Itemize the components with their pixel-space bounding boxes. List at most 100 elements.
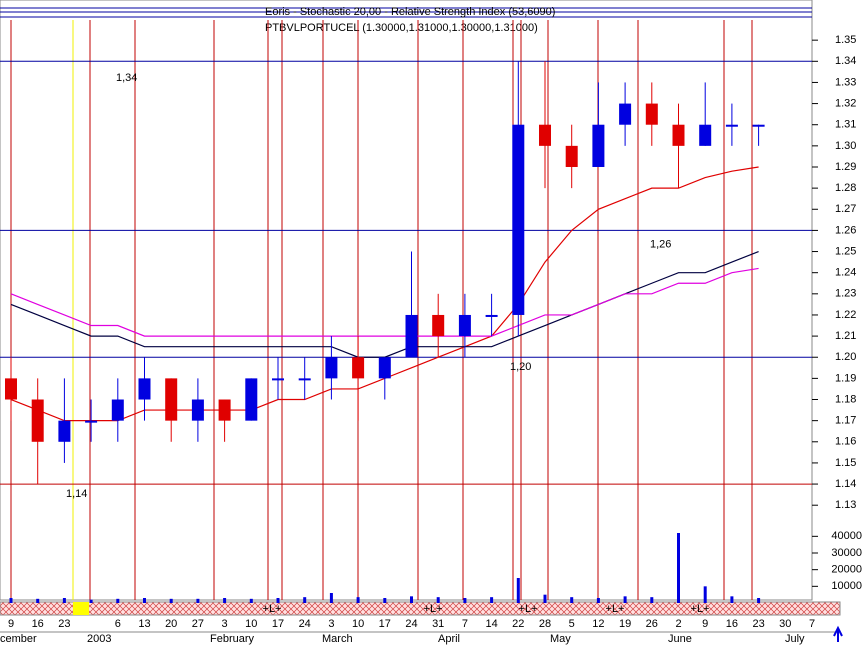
body xyxy=(272,378,284,381)
y-tick-label: 1.28 xyxy=(835,182,856,194)
body xyxy=(699,124,712,146)
volume-bar xyxy=(596,598,600,603)
body xyxy=(672,124,685,146)
x-tick-label: 30 xyxy=(779,618,791,630)
y-tick-label: 1.26 xyxy=(835,224,856,236)
body xyxy=(111,399,124,421)
x-tick-label: 31 xyxy=(432,618,444,630)
x-tick-label: 10 xyxy=(352,618,364,630)
y-tick-label: 1.33 xyxy=(835,76,856,88)
y-tick-label: 1.21 xyxy=(835,330,856,342)
x-tick-label: 17 xyxy=(272,618,284,630)
body xyxy=(405,314,418,358)
y-tick-label: 1.24 xyxy=(835,267,856,279)
y-tick-label: 1.13 xyxy=(835,499,856,511)
volume-bar xyxy=(356,597,360,603)
body xyxy=(352,357,365,379)
body xyxy=(432,314,445,337)
x-tick-label: 27 xyxy=(192,618,204,630)
v-tick-label: 30000 xyxy=(831,547,862,559)
x-tick-label: 28 xyxy=(539,618,551,630)
month-label: April xyxy=(438,633,460,645)
y-tick-label: 1.32 xyxy=(835,97,856,109)
x-tick-label: 24 xyxy=(299,618,311,630)
volume-bar xyxy=(650,597,654,603)
x-tick-label: 16 xyxy=(726,618,738,630)
symbol-label: PTBVLPORTUCEL (1.30000,1.31000,1.30000,1… xyxy=(265,22,538,34)
y-tick-label: 1.35 xyxy=(835,34,856,46)
x-tick-label: 9 xyxy=(8,618,14,630)
x-tick-label: 23 xyxy=(58,618,70,630)
volume-bar xyxy=(730,596,734,603)
month-label: May xyxy=(550,633,571,645)
v-tick-label: 40000 xyxy=(831,530,862,542)
body xyxy=(325,357,338,379)
body xyxy=(458,314,471,337)
x-tick-label: 13 xyxy=(138,618,150,630)
x-tick-label: 2 xyxy=(675,618,681,630)
v-tick-label: 10000 xyxy=(831,580,862,592)
volume-bar xyxy=(570,597,574,603)
x-tick-label: 16 xyxy=(32,618,44,630)
volume-bar xyxy=(703,586,707,603)
v-tick-label: 20000 xyxy=(831,564,862,576)
body xyxy=(539,124,551,146)
body xyxy=(592,124,605,167)
body xyxy=(218,399,231,421)
session-strip xyxy=(0,601,841,616)
x-tick-label: 5 xyxy=(569,618,575,630)
x-tick-label: 26 xyxy=(646,618,658,630)
volume-bar xyxy=(329,593,333,603)
body xyxy=(138,378,151,400)
x-tick-label: 24 xyxy=(405,618,417,630)
month-label: March xyxy=(322,633,353,645)
month-label: February xyxy=(210,633,255,645)
month-label: cember xyxy=(0,633,37,645)
volume-bar xyxy=(276,598,280,603)
strip-label: +L+ xyxy=(691,603,710,615)
volume-bar xyxy=(410,596,413,603)
level-label: 1,20 xyxy=(510,361,531,373)
x-tick-label: 10 xyxy=(245,618,257,630)
body xyxy=(5,378,17,400)
body xyxy=(378,357,391,379)
body xyxy=(85,420,98,423)
strip-label: +L+ xyxy=(606,603,625,615)
body xyxy=(645,103,658,125)
y-tick-label: 1.17 xyxy=(835,415,856,427)
volume-bar xyxy=(249,598,253,603)
volume-bar xyxy=(62,598,66,603)
x-tick-label: 20 xyxy=(165,618,177,630)
body xyxy=(58,420,71,442)
y-tick-label: 1.16 xyxy=(835,436,856,448)
y-tick-label: 1.14 xyxy=(835,478,856,490)
y-tick-label: 1.34 xyxy=(835,55,856,67)
body xyxy=(485,314,498,317)
y-tick-label: 1.18 xyxy=(835,393,856,405)
body xyxy=(31,399,44,442)
strip-label: +L+ xyxy=(424,603,443,615)
volume-bar xyxy=(757,598,761,603)
strip-label: +L+ xyxy=(263,603,282,615)
x-tick-label: 17 xyxy=(379,618,391,630)
volume-bar xyxy=(677,533,680,603)
volume-bar xyxy=(490,597,494,603)
month-label: July xyxy=(785,633,805,645)
volume-bar xyxy=(516,578,520,603)
x-tick-label: 3 xyxy=(222,618,228,630)
level-label: 1,14 xyxy=(66,488,87,500)
y-tick-label: 1.20 xyxy=(835,351,856,363)
volume-bar xyxy=(383,598,387,603)
body xyxy=(619,103,632,125)
volume-bar xyxy=(143,598,146,603)
x-tick-label: 23 xyxy=(752,618,764,630)
x-tick-label: 22 xyxy=(512,618,524,630)
body xyxy=(512,124,525,315)
y-tick-label: 1.25 xyxy=(835,245,856,257)
y-tick-label: 1.31 xyxy=(835,119,856,131)
scroll-arrow[interactable] xyxy=(833,625,843,642)
x-tick-label: 12 xyxy=(592,618,604,630)
volume-bar xyxy=(463,598,467,603)
plot-frame xyxy=(0,0,813,601)
